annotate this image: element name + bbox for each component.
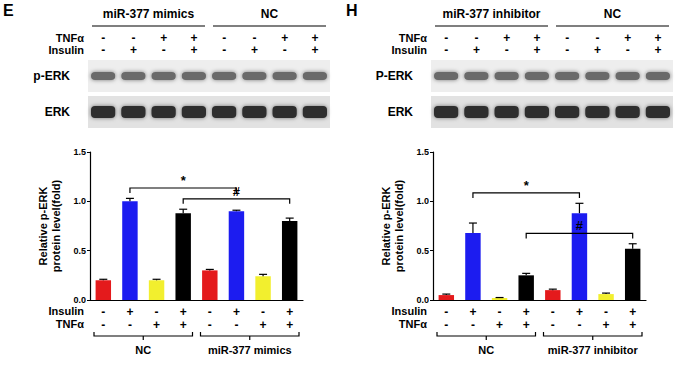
svg-text:-: - [444,305,448,319]
svg-text:+: + [603,318,610,332]
svg-text:0.0: 0.0 [73,295,86,305]
svg-text:-: - [162,43,166,57]
svg-text:+: + [260,318,267,332]
svg-text:NC: NC [478,344,494,356]
svg-text:Insulin: Insulin [49,44,85,56]
svg-text:+: + [473,43,480,57]
svg-text:+: + [233,305,240,319]
svg-text:E: E [3,2,14,19]
svg-text:+: + [469,305,476,319]
svg-text:miR-377 inhibitor: miR-377 inhibitor [548,344,639,356]
svg-text:NC: NC [135,344,151,356]
svg-text:+: + [286,305,293,319]
svg-text:#: # [576,218,584,233]
svg-text:miR-377 inhibitor: miR-377 inhibitor [442,7,540,21]
svg-text:TNFα: TNFα [56,32,84,44]
svg-text:+: + [629,318,636,332]
svg-text:-: - [505,43,509,57]
svg-text:Insulin: Insulin [392,44,428,56]
svg-text:-: - [283,43,287,57]
svg-text:protein level(fold): protein level(fold) [393,180,405,273]
svg-text:-: - [208,305,212,319]
svg-text:miR-377 mimics: miR-377 mimics [208,344,292,356]
svg-text:+: + [286,318,293,332]
svg-text:protein level(fold): protein level(fold) [50,180,62,273]
svg-text:-: - [222,43,226,57]
svg-text:Relative p-ERK: Relative p-ERK [37,187,49,266]
svg-text:1.5: 1.5 [416,147,429,157]
svg-text:*: * [181,173,187,188]
svg-text:+: + [594,43,601,57]
svg-text:-: - [551,305,555,319]
svg-text:-: - [128,318,132,332]
svg-text:-: - [551,318,555,332]
svg-text:+: + [130,43,137,57]
svg-text:-: - [155,305,159,319]
svg-text:Insulin: Insulin [392,305,428,317]
svg-text:TNFα: TNFα [399,32,427,44]
svg-text:-: - [626,43,630,57]
svg-text:+: + [654,43,661,57]
svg-text:-: - [208,318,212,332]
svg-text:-: - [444,43,448,57]
svg-text:-: - [498,305,502,319]
svg-text:H: H [346,2,358,19]
svg-text:1.0: 1.0 [73,196,86,206]
svg-text:TNFα: TNFα [56,318,84,330]
svg-text:NC: NC [604,7,622,21]
svg-text:1.0: 1.0 [416,196,429,206]
svg-text:P-ERK: P-ERK [376,69,414,83]
svg-text:-: - [565,43,569,57]
svg-text:ERK: ERK [45,105,71,119]
svg-text:0.0: 0.0 [416,295,429,305]
svg-text:-: - [444,318,448,332]
svg-text:0.5: 0.5 [416,246,429,256]
svg-text:+: + [190,43,197,57]
svg-text:+: + [629,305,636,319]
svg-text:+: + [533,43,540,57]
svg-text:+: + [153,318,160,332]
svg-text:+: + [311,43,318,57]
svg-text:+: + [180,318,187,332]
svg-text:-: - [101,318,105,332]
svg-text:-: - [577,318,581,332]
svg-text:-: - [604,305,608,319]
svg-text:Insulin: Insulin [49,305,85,317]
svg-text:+: + [523,305,530,319]
svg-text:+: + [180,305,187,319]
svg-text:+: + [126,305,133,319]
svg-text:#: # [233,184,241,199]
svg-text:-: - [101,305,105,319]
svg-text:ERK: ERK [388,105,414,119]
svg-text:p-ERK: p-ERK [33,69,70,83]
svg-text:*: * [524,178,530,193]
svg-text:0.5: 0.5 [73,246,86,256]
svg-text:-: - [234,318,238,332]
svg-text:+: + [523,318,530,332]
svg-text:TNFα: TNFα [399,318,427,330]
svg-text:+: + [576,305,583,319]
svg-text:-: - [471,318,475,332]
svg-text:+: + [496,318,503,332]
svg-text:+: + [251,43,258,57]
svg-text:-: - [261,305,265,319]
svg-text:1.5: 1.5 [73,147,86,157]
svg-text:NC: NC [261,7,279,21]
svg-text:miR-377 mimics: miR-377 mimics [103,7,195,21]
svg-text:Relative p-ERK: Relative p-ERK [380,187,392,266]
svg-text:-: - [101,43,105,57]
